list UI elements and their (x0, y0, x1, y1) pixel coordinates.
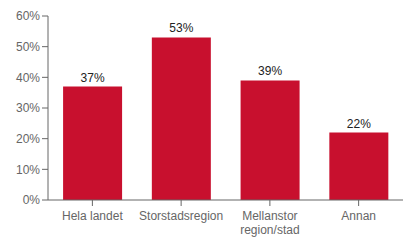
svg-text:22%: 22% (347, 117, 371, 131)
svg-text:Hela landet: Hela landet (62, 209, 123, 223)
svg-text:Annan: Annan (341, 209, 376, 223)
svg-text:37%: 37% (81, 71, 105, 85)
svg-text:20%: 20% (16, 132, 40, 146)
svg-text:50%: 50% (16, 40, 40, 54)
svg-text:60%: 60% (16, 9, 40, 23)
svg-text:39%: 39% (258, 64, 282, 78)
svg-text:Mellanstorregion/stad: Mellanstorregion/stad (240, 209, 299, 237)
svg-text:Storstadsregion: Storstadsregion (139, 209, 223, 223)
svg-text:0%: 0% (23, 193, 41, 207)
svg-text:10%: 10% (16, 163, 40, 177)
svg-text:53%: 53% (169, 21, 193, 35)
svg-text:30%: 30% (16, 101, 40, 115)
svg-text:40%: 40% (16, 71, 40, 85)
